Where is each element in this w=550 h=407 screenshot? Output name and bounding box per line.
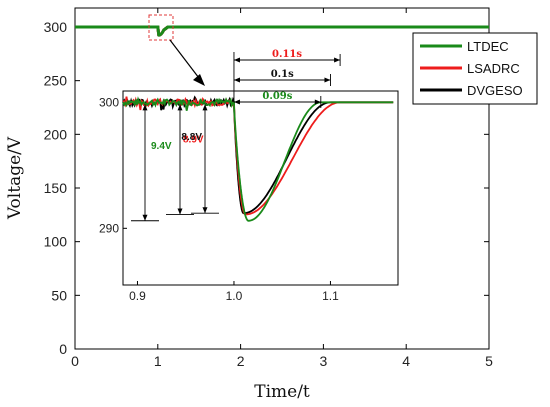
inset-frame — [122, 90, 399, 286]
settle-arrow-left — [233, 77, 240, 83]
x-tick-label: 4 — [402, 353, 410, 369]
drop-arrow-down — [142, 214, 148, 221]
x-tick-label: 0 — [71, 353, 79, 369]
drop-arrow-up — [202, 104, 208, 111]
x-tick-label: 1 — [154, 353, 162, 369]
legend-entry-label: LSADRC — [467, 61, 520, 76]
inset-chart: 0.9 1.0 1.1 290 300 9.4V 8.9V8.8V 0.09s 0.1s 0.1… — [99, 49, 399, 303]
drop-arrow-up — [177, 104, 183, 111]
y-tick-label: 0 — [59, 341, 67, 357]
inset-series — [122, 95, 394, 222]
inset-ticks: 0.9 1.0 1.1 290 300 — [99, 95, 339, 303]
drop-arrow-up — [142, 104, 148, 111]
settle-arrow-left — [233, 57, 240, 63]
legend-entry-label: LTDEC — [467, 39, 509, 54]
y-axis-label: Voltage/V — [5, 136, 25, 220]
settle-arrow-right — [314, 99, 321, 105]
y-tick-label: 200 — [44, 126, 68, 142]
x-tick-label: 2 — [237, 353, 245, 369]
inset-x-tick-label: 1.1 — [322, 289, 339, 303]
drop-arrow-down — [202, 207, 208, 214]
settle-arrow-left — [233, 99, 240, 105]
settle-arrow-right — [334, 57, 341, 63]
settle-arrow-right — [324, 77, 331, 83]
y-tick-label: 100 — [44, 234, 68, 250]
main-series-line — [75, 25, 489, 37]
main-series — [75, 25, 489, 37]
inset-series-line — [122, 96, 394, 222]
drop-label: 8.9V — [183, 135, 204, 146]
inset-x-tick-label: 0.9 — [129, 289, 146, 303]
y-tick-label: 250 — [44, 73, 68, 89]
settle-label: 0.1s — [271, 69, 294, 80]
x-axis-label: Time/t — [254, 382, 310, 402]
drop-arrow-down — [177, 208, 183, 215]
x-tick-label: 5 — [485, 353, 493, 369]
drop-label: 9.4V — [151, 141, 172, 152]
settle-label: 0.11s — [272, 49, 302, 60]
legend: LTDEC LSADRC DVGESO — [412, 32, 538, 105]
inset-x-tick-label: 1.0 — [226, 289, 243, 303]
inset-y-tick-label: 300 — [99, 95, 119, 109]
zoom-highlight-box — [148, 14, 174, 41]
inset-annotations: 9.4V 8.9V8.8V 0.09s 0.1s 0.11s — [131, 49, 341, 222]
x-tick-label: 3 — [320, 353, 328, 369]
y-tick-label: 150 — [44, 180, 68, 196]
zoom-arrow-line — [169, 39, 203, 83]
inset-y-tick-label: 290 — [99, 221, 119, 235]
main-plot-frame — [74, 7, 490, 350]
zoom-arrow-head — [193, 74, 205, 86]
settle-label: 0.09s — [262, 91, 292, 102]
legend-entry-label: DVGESO — [467, 83, 523, 98]
drop-label: 8.8V — [181, 132, 202, 143]
y-tick-label: 50 — [51, 287, 67, 303]
y-tick-label: 300 — [44, 19, 68, 35]
